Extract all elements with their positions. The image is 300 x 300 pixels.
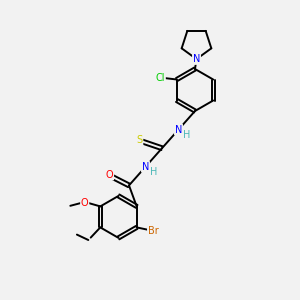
Text: O: O xyxy=(106,169,113,180)
Text: N: N xyxy=(193,54,200,64)
Text: Cl: Cl xyxy=(156,73,165,83)
Text: N: N xyxy=(142,162,149,172)
Text: O: O xyxy=(81,198,88,208)
Text: H: H xyxy=(150,167,158,177)
Text: S: S xyxy=(136,135,142,145)
Text: H: H xyxy=(183,130,190,140)
Text: Br: Br xyxy=(148,226,159,236)
Text: N: N xyxy=(175,124,182,135)
